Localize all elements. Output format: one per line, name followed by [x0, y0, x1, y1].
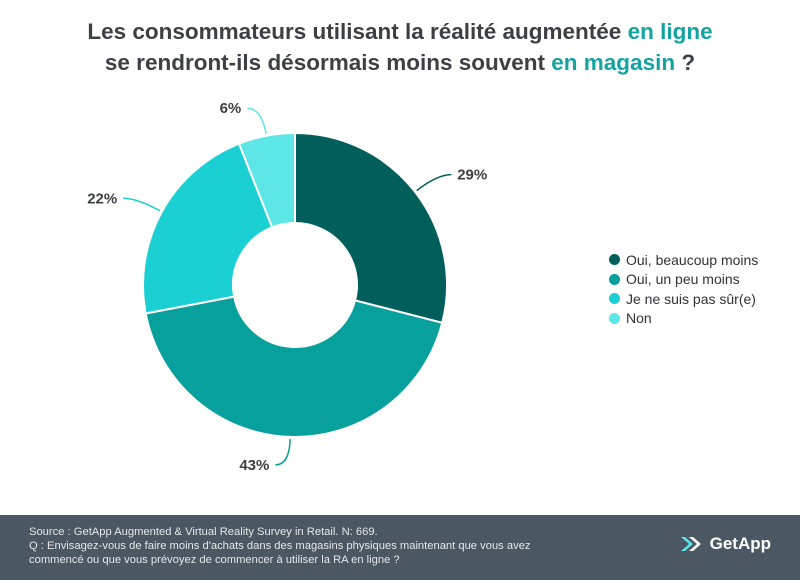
legend-swatch-1 — [609, 254, 620, 266]
title-highlight-store: en magasin — [551, 50, 676, 75]
legend-label-3: Je ne suis pas sûr(e) — [626, 290, 756, 307]
title-line-1: Les consommateurs utilisant la réalité a… — [0, 16, 800, 47]
donut-slice-2 — [144, 295, 444, 438]
title-text-2: se rendront-ils désormais moins souvent — [104, 50, 552, 75]
getapp-chevron-icon — [680, 537, 701, 551]
legend-label-1: Oui, beaucoup moins — [626, 251, 759, 268]
title-highlight-online: en ligne — [627, 19, 713, 44]
question-line-1: Q : Envisagez-vous de faire moins d'acha… — [29, 540, 531, 552]
title-line-2: se rendront-ils désormais moins souvent … — [0, 47, 800, 78]
legend-item-3: Je ne suis pas sûr(e) — [609, 289, 758, 309]
title-question-mark: ? — [675, 50, 696, 75]
title-text-1: Les consommateurs utilisant la réalité a… — [87, 19, 628, 44]
footer: Source : GetApp Augmented & Virtual Real… — [0, 515, 800, 580]
leader-line-4 — [247, 107, 267, 134]
legend-item-2: Oui, un peu moins — [609, 270, 758, 290]
question-line-2: commencé ou que vous prévoyez de commenc… — [29, 554, 400, 566]
source-note: Source : GetApp Augmented & Virtual Real… — [29, 526, 378, 538]
data-label-3: 22% — [87, 190, 117, 207]
leader-line-1 — [416, 173, 452, 192]
data-label-2: 43% — [239, 457, 269, 474]
leader-line-2 — [275, 438, 291, 466]
leader-line-3 — [123, 197, 161, 212]
chart-title: Les consommateurs utilisant la réalité a… — [0, 16, 800, 78]
legend: Oui, beaucoup moins Oui, un peu moins Je n… — [609, 250, 758, 328]
footer-notes: Source : GetApp Augmented & Virtual Real… — [29, 525, 531, 567]
legend-label-4: Non — [626, 310, 652, 327]
donut-slice-4 — [237, 131, 296, 229]
legend-label-2: Oui, un peu moins — [626, 271, 740, 288]
data-label-1: 29% — [457, 167, 487, 184]
legend-swatch-3 — [609, 293, 620, 305]
legend-swatch-2 — [609, 273, 620, 285]
donut-slice-1 — [294, 131, 448, 325]
legend-item-4: Non — [609, 309, 758, 329]
getapp-logo: GetApp — [680, 534, 771, 554]
data-label-4: 6% — [220, 100, 242, 117]
brand-name: GetApp — [709, 534, 771, 553]
donut-chart: 29% 43% 22% 6% — [87, 100, 487, 474]
legend-swatch-4 — [609, 312, 620, 324]
donut-slice-3 — [142, 142, 274, 315]
legend-item-1: Oui, beaucoup moins — [609, 250, 758, 270]
